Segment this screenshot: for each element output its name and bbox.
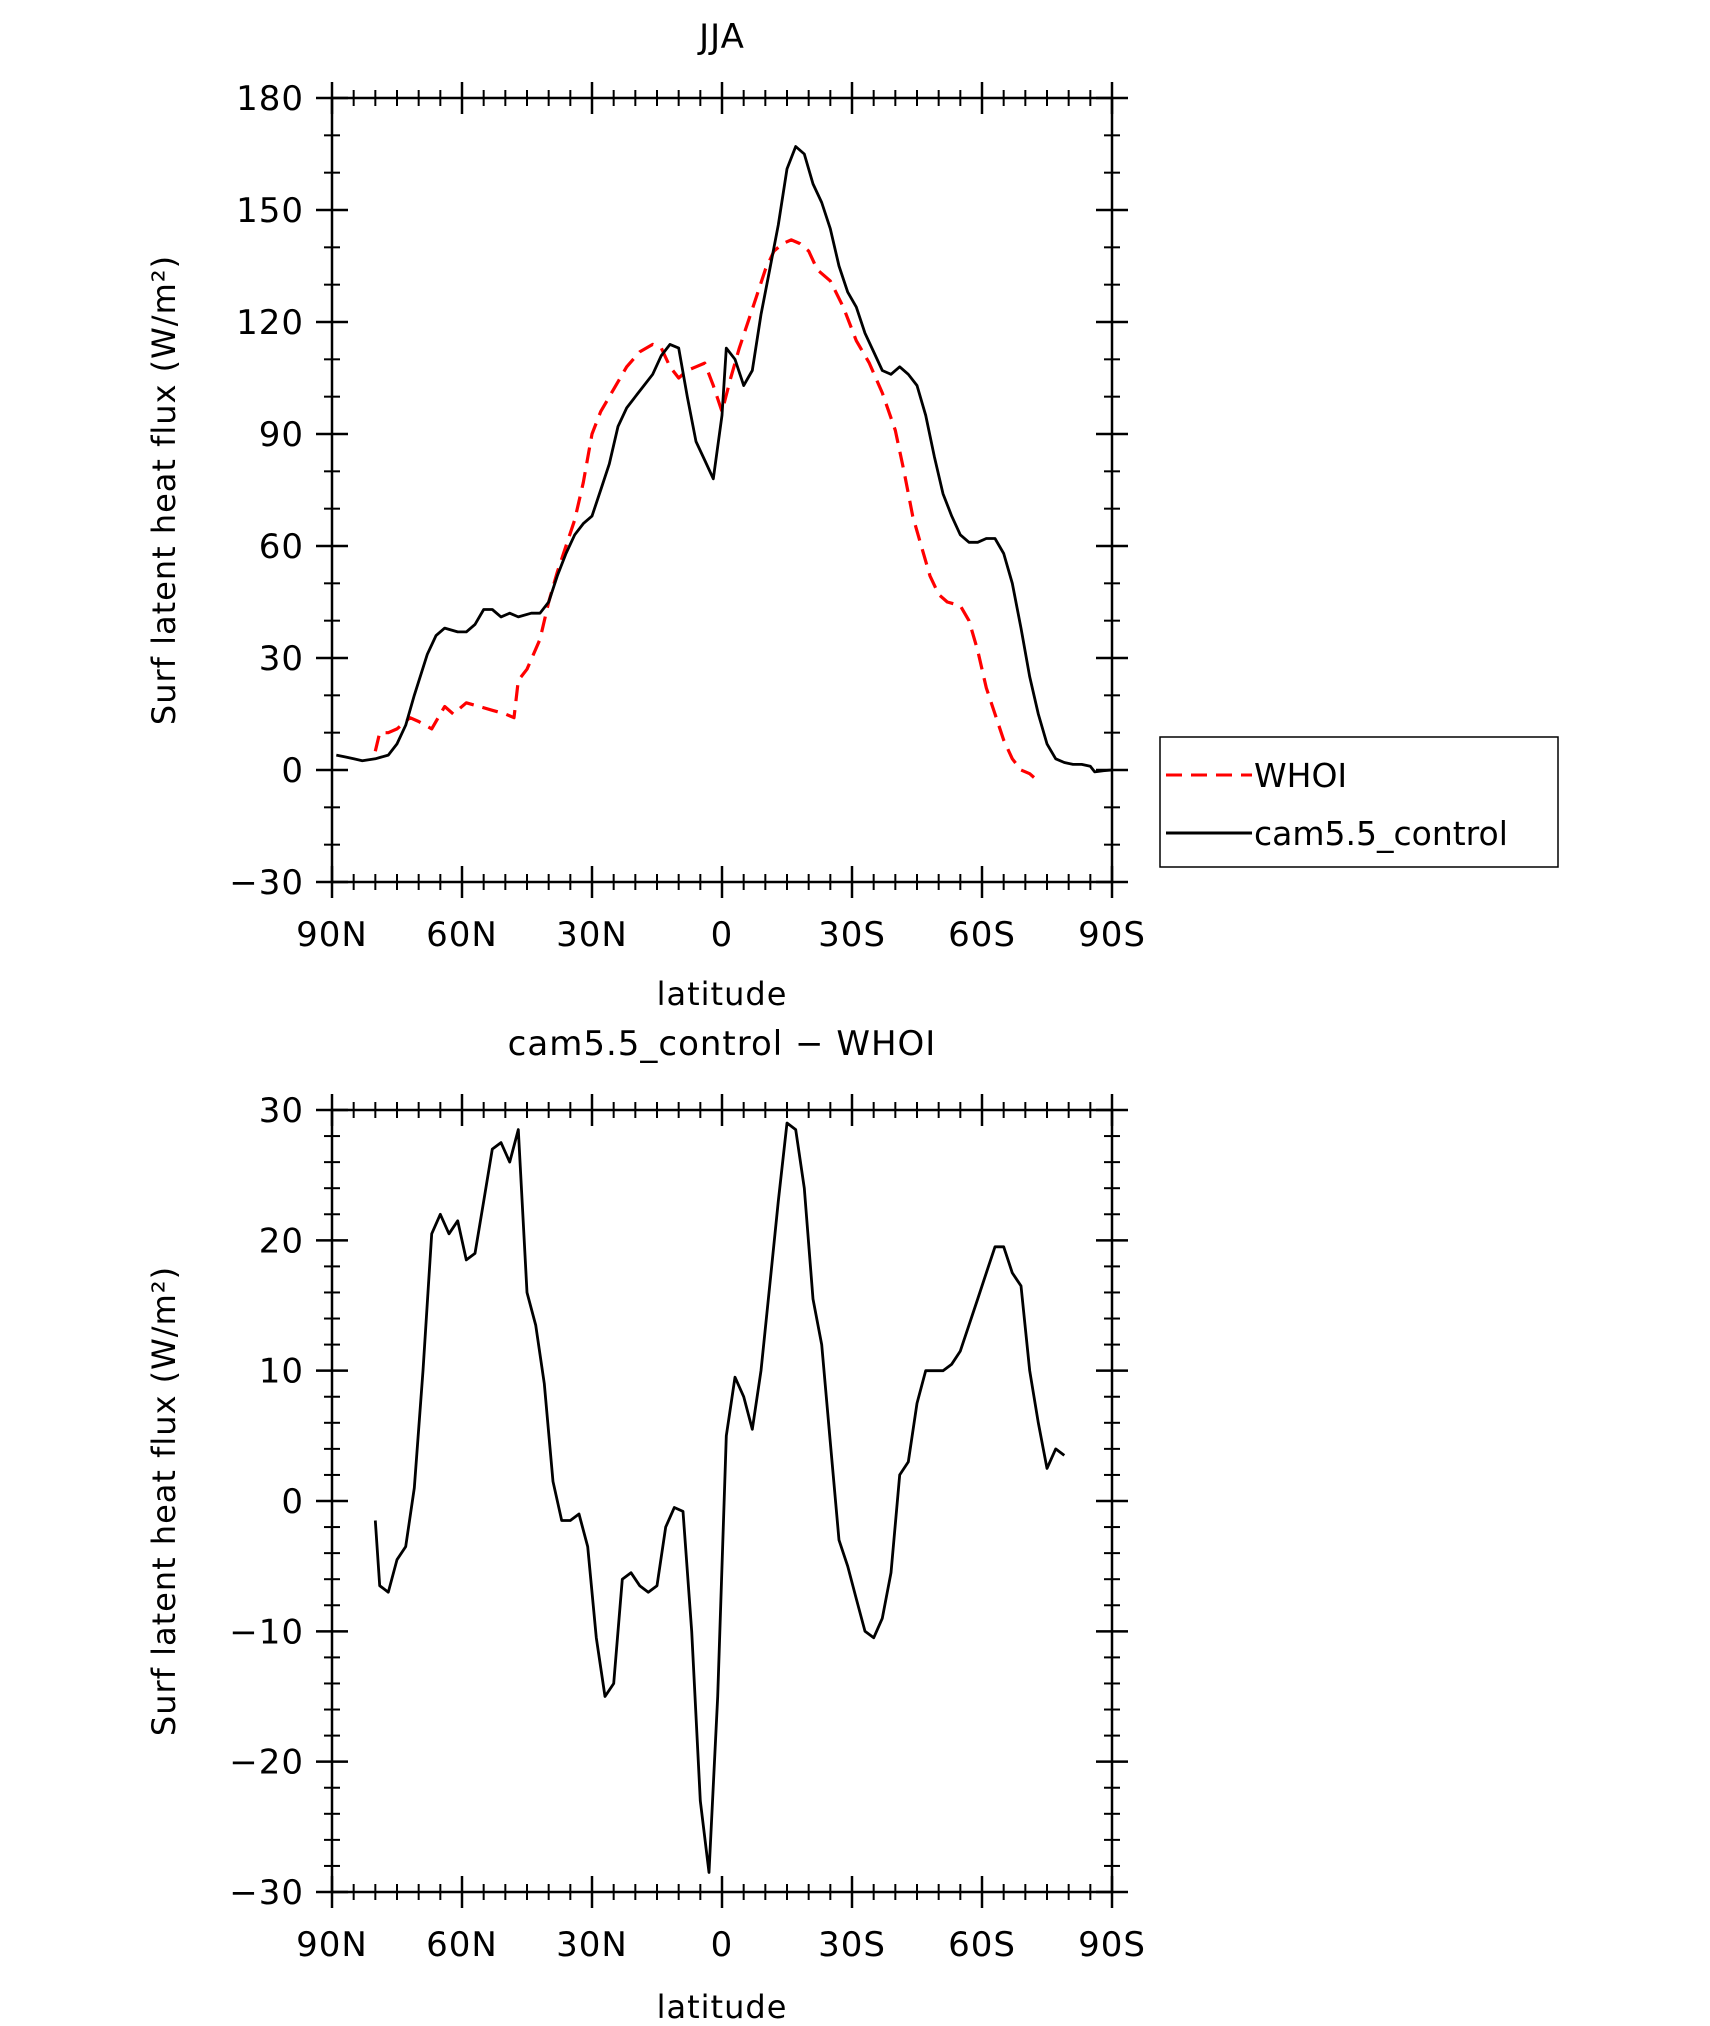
top-panel-y-axis-label: Surf latent heat flux (W/m²)	[145, 255, 183, 725]
top-panel-x-axis-label: latitude	[657, 975, 788, 1013]
top-panel-x-tick-label: 90S	[1078, 915, 1146, 955]
top-panel-y-tick-label: 60	[259, 527, 304, 567]
bottom-panel-y-tick-label: 30	[259, 1091, 304, 1131]
bottom-panel-plot-frame	[330, 1108, 1114, 1894]
bottom-panel-title: cam5.5_control − WHOI	[508, 1024, 937, 1064]
legend-box	[1159, 736, 1559, 868]
bottom-panel-x-tick-label: 30N	[556, 1925, 628, 1965]
top-panel-x-tick-label: 0	[711, 915, 734, 955]
bottom-panel-x-tick-label: 90N	[296, 1925, 368, 1965]
top-panel-x-tick-label: 90N	[296, 915, 368, 955]
bottom-panel-y-tick-label: −30	[229, 1873, 304, 1913]
top-panel-series	[336, 145, 1113, 779]
legend: WHOI cam5.5_control	[1159, 736, 1559, 868]
top-panel-series-line-whoi	[373, 238, 1036, 779]
bottom-panel-series	[373, 1121, 1066, 1874]
top-panel: JJA Surf latent heat flux (W/m²) latitud…	[145, 17, 1146, 1013]
legend-label-cam55-control: cam5.5_control	[1254, 814, 1508, 853]
bottom-panel-y-tick-label: 0	[281, 1482, 304, 1522]
bottom-panel-x-tick-label: 0	[711, 1925, 734, 1965]
top-panel-x-tick-label: 60S	[948, 915, 1016, 955]
bottom-panel-series-line-difference	[373, 1121, 1066, 1874]
bottom-panel-ticks: 30 20 10 0 −10 −20 −30 90N 60N 30N 0 30S 60S 90S	[229, 1091, 1146, 1965]
top-panel-x-tick-label: 30N	[556, 915, 628, 955]
top-panel-y-tick-label: 30	[259, 639, 304, 679]
bottom-panel-x-tick-label: 30S	[818, 1925, 886, 1965]
top-panel-y-tick-label: 180	[236, 79, 304, 119]
top-panel-title: JJA	[697, 17, 745, 57]
top-panel-y-tick-label: 120	[236, 303, 304, 343]
bottom-panel-y-tick-label: 20	[259, 1221, 304, 1261]
top-panel-ticks: 180 150 120 90 60 30 0 −30 90N 60N 30N 0 30S 60S 90S	[229, 79, 1146, 955]
bottom-panel-y-tick-label: −10	[229, 1612, 304, 1652]
bottom-panel: cam5.5_control − WHOI Surf latent heat f…	[145, 1024, 1146, 2026]
bottom-panel-y-axis-label: Surf latent heat flux (W/m²)	[145, 1266, 183, 1736]
top-panel-x-tick-label: 30S	[818, 915, 886, 955]
top-panel-y-tick-label: 150	[236, 191, 304, 231]
bottom-panel-y-tick-label: −20	[229, 1743, 304, 1783]
legend-label-whoi: WHOI	[1254, 756, 1347, 795]
top-panel-y-tick-label: 90	[259, 415, 304, 455]
top-panel-y-tick-label: 0	[281, 751, 304, 791]
bottom-panel-x-tick-label: 60S	[948, 1925, 1016, 1965]
bottom-panel-x-tick-label: 90S	[1078, 1925, 1146, 1965]
bottom-panel-x-tick-label: 60N	[426, 1925, 498, 1965]
bottom-panel-x-axis-label: latitude	[657, 1988, 788, 2021]
top-panel-series-line-cam5-5-control	[336, 145, 1113, 774]
bottom-panel-y-tick-label: 10	[259, 1352, 304, 1392]
top-panel-x-tick-label: 60N	[426, 915, 498, 955]
top-panel-plot-frame	[330, 96, 1114, 884]
top-panel-y-tick-label: −30	[229, 863, 304, 903]
